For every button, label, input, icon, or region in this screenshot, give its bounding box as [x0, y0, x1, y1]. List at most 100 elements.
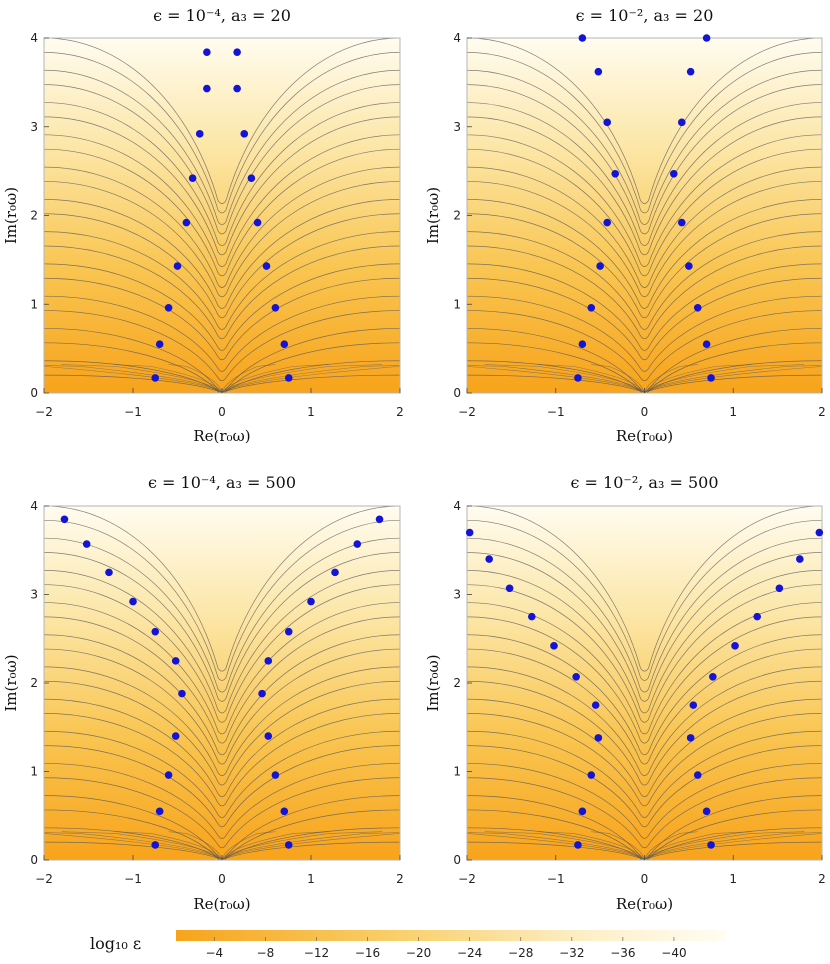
data-point	[353, 540, 362, 548]
x-tick-label: −2	[458, 405, 476, 419]
contour-line	[44, 713, 400, 807]
contour-line	[44, 745, 400, 828]
contour-line	[44, 730, 400, 818]
data-point	[587, 771, 596, 779]
data-point	[331, 568, 339, 577]
contour-line	[467, 730, 822, 818]
data-point	[182, 218, 191, 227]
contour-line	[467, 231, 822, 330]
data-point	[677, 118, 686, 127]
data-point	[550, 642, 558, 650]
contour-line	[467, 365, 645, 393]
colorbar-tick-label: −12	[304, 946, 329, 960]
data-point	[173, 262, 182, 270]
y-tick-label: 4	[453, 31, 461, 45]
data-point	[233, 48, 241, 56]
contour-line	[467, 213, 822, 319]
contour-line	[467, 277, 822, 361]
contour-background	[44, 38, 400, 393]
contour-line	[484, 364, 645, 393]
data-point	[591, 701, 600, 709]
contour-line	[115, 364, 223, 393]
contour-line	[467, 84, 822, 235]
contour-line	[467, 181, 822, 298]
x-axis-label: Re(r₀ω)	[193, 895, 250, 913]
contour-line	[644, 366, 822, 393]
contour-line	[44, 809, 400, 860]
y-tick-label: 2	[453, 676, 461, 690]
data-point	[603, 218, 612, 227]
contour-line	[467, 745, 822, 828]
y-tick-label: 0	[30, 853, 38, 867]
data-point	[505, 584, 514, 593]
data-point	[753, 612, 762, 621]
data-point	[155, 340, 164, 348]
data-point	[574, 374, 582, 382]
data-point	[233, 84, 241, 93]
x-tick-label: 1	[729, 872, 737, 886]
contour-line	[644, 365, 822, 393]
contour-line	[44, 584, 400, 723]
colorbar-tick-label: −20	[406, 946, 431, 960]
contour-line	[44, 634, 400, 756]
y-tick-label: 1	[453, 297, 461, 311]
contour-line	[44, 69, 400, 225]
contour-line	[467, 374, 822, 393]
y-tick-label: 2	[453, 209, 461, 223]
data-point	[693, 771, 702, 779]
chart-title: ϵ = 10⁻², a₃ = 500	[571, 473, 719, 492]
contour-line	[467, 69, 822, 225]
contour-line	[44, 213, 400, 319]
data-point	[596, 262, 604, 270]
x-tick-label: 2	[396, 405, 404, 419]
contour-line	[221, 366, 400, 393]
data-point	[677, 218, 686, 227]
contour-line	[591, 831, 645, 860]
contour-line	[44, 52, 400, 214]
data-point	[578, 340, 587, 348]
data-point	[796, 555, 804, 563]
contour-line	[467, 713, 822, 807]
data-point	[574, 841, 582, 849]
data-point	[280, 340, 289, 348]
contour-line	[467, 506, 822, 672]
contour-line	[467, 777, 822, 849]
x-tick-label: −1	[547, 405, 565, 419]
y-tick-label: 3	[453, 120, 461, 134]
contour-line	[484, 831, 645, 860]
y-axis-label: Im(r₀ω)	[424, 654, 442, 711]
contour-line	[467, 763, 822, 839]
data-point	[105, 568, 113, 577]
data-point	[307, 597, 315, 606]
contour-line	[467, 809, 822, 860]
contour-line	[44, 537, 400, 693]
contour-line	[44, 342, 400, 393]
data-point	[702, 807, 711, 816]
y-tick-label: 0	[30, 386, 38, 400]
contour-line	[44, 616, 400, 744]
x-tick-label: 0	[218, 872, 226, 886]
data-point	[707, 374, 715, 382]
contour-line	[467, 148, 822, 277]
data-point	[129, 597, 137, 606]
contour-line	[467, 366, 645, 393]
y-axis-label: Im(r₀ω)	[2, 187, 20, 244]
contour-line	[61, 831, 223, 860]
data-point	[594, 67, 603, 76]
contour-line	[644, 831, 805, 860]
data-point	[188, 174, 197, 183]
contour-line	[467, 537, 822, 693]
y-tick-label: 4	[30, 31, 38, 45]
contour-line	[467, 263, 822, 351]
x-axis-label: Re(r₀ω)	[616, 895, 673, 913]
data-point	[702, 340, 711, 348]
contour-line	[44, 245, 400, 340]
contour-line	[44, 827, 400, 860]
contour-line	[44, 181, 400, 298]
data-point	[195, 130, 204, 138]
contour-line	[467, 245, 822, 340]
contour-line	[467, 634, 822, 756]
contour-line	[44, 295, 400, 372]
x-tick-label: −1	[547, 872, 565, 886]
